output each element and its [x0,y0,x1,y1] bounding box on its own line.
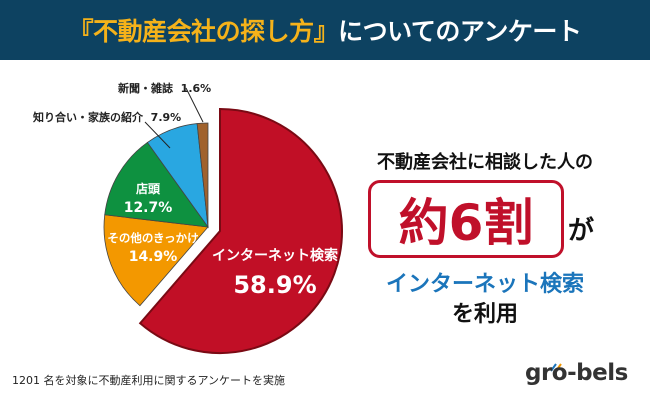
pie-slice-1 [103,214,209,307]
title-highlight: 『不動産会社の探し方』 [68,17,339,46]
title-rest: についてのアンケート [338,17,582,46]
message-line4: を利用 [451,302,518,327]
message-line1: 不動産会社に相談した人の [377,152,593,173]
label-newspaper: 新聞・雑誌 1.6% [118,82,212,95]
logo: gro-bels [525,360,628,386]
leader-line-0 [185,87,204,123]
pie-slice-2 [104,141,209,228]
message-line3: インターネット検索 [385,272,584,297]
pie-slice-4 [196,122,209,228]
header-banner: 『不動産会社の探し方』 についてのアンケート [0,0,650,60]
label-acquaintance: 知り合い・家族の紹介 7.9% [33,111,182,124]
label-storefront: 店頭 12.7% [123,182,173,216]
message-particle: が [568,216,595,246]
highlight-text: 約6割 [398,194,534,252]
footnote: 1201 名を対象に不動産利用に関するアンケートを実施 [12,374,286,387]
pie-slice-0 [138,107,343,354]
logo-mark-0 [550,363,557,372]
logo-mark-1 [555,363,562,372]
label-internet: インターネット検索 58.9% [212,248,338,299]
label-other: その他のきっかけ 14.9% [107,231,199,265]
highlight-box: 約6割 [368,180,564,258]
leader-line-1 [144,121,171,149]
